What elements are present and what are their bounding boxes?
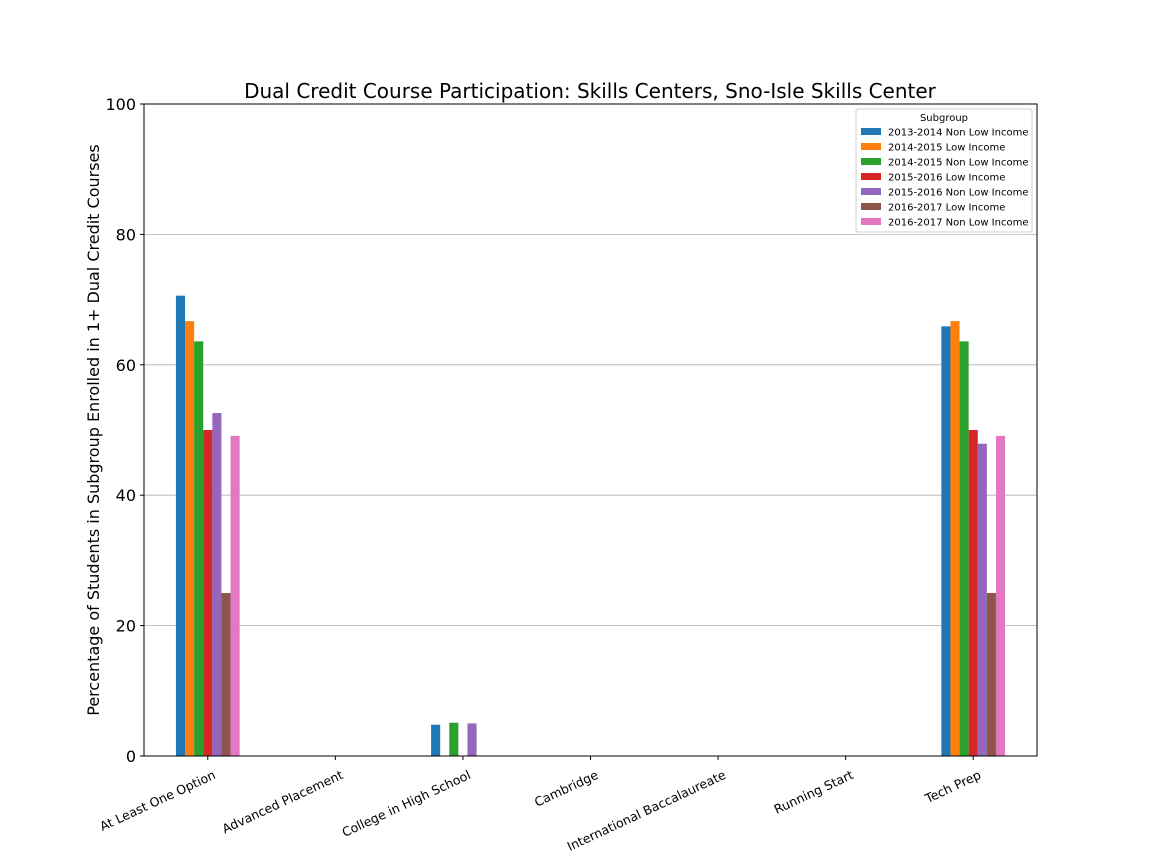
- bar: [185, 321, 195, 756]
- y-axis-ticks: 0 20 40 60 80 100: [105, 95, 144, 766]
- bar: [212, 413, 222, 756]
- legend-swatch: [861, 188, 881, 195]
- legend-items: 2013-2014 Non Low Income 2014-2015 Low In…: [861, 128, 1028, 229]
- legend-label: 2015-2016 Low Income: [888, 173, 1005, 184]
- legend-label: 2016-2017 Non Low Income: [888, 218, 1028, 229]
- bar: [230, 435, 240, 756]
- legend: Subgroup 2013-2014 Non Low Income 2014-20…: [855, 108, 1033, 233]
- x-tick-label: Advanced Placement: [220, 767, 346, 836]
- bar: [221, 593, 231, 756]
- legend-label: 2013-2014 Non Low Income: [888, 128, 1028, 139]
- legend-label: 2014-2015 Low Income: [888, 143, 1005, 154]
- bar: [941, 326, 951, 756]
- y-axis-label: Percentage of Students in Subgroup Enrol…: [84, 144, 103, 715]
- bar: [950, 321, 960, 756]
- legend-swatch: [861, 128, 881, 135]
- bar: [194, 341, 204, 756]
- bar: [995, 435, 1006, 756]
- y-tick-label: 80: [116, 225, 136, 244]
- y-tick-label: 100: [105, 95, 136, 114]
- x-tick-label: At Least One Option: [97, 767, 217, 834]
- bar: [449, 722, 459, 756]
- x-tick-label: Cambridge: [532, 767, 601, 810]
- legend-box: [855, 108, 1033, 233]
- bar: [959, 341, 969, 756]
- y-tick-label: 60: [116, 356, 136, 375]
- legend-swatch: [861, 143, 881, 150]
- bar: [986, 593, 996, 756]
- legend-label: 2016-2017 Low Income: [888, 203, 1005, 214]
- legend-swatch: [861, 218, 881, 225]
- legend-label: 2015-2016 Non Low Income: [888, 188, 1028, 199]
- x-tick-label: College in High School: [340, 767, 473, 840]
- bar: [968, 430, 978, 756]
- x-tick-label: Tech Prep: [922, 767, 983, 806]
- y-gridlines: [144, 233, 1037, 626]
- x-tick-label: Running Start: [772, 767, 856, 817]
- bar: [467, 723, 477, 756]
- legend-label: 2014-2015 Non Low Income: [888, 158, 1028, 169]
- bar: [977, 443, 987, 756]
- y-tick-label: 20: [116, 617, 136, 636]
- y-tick-label: 40: [116, 486, 136, 505]
- legend-swatch: [861, 158, 881, 165]
- bar: [175, 295, 186, 756]
- y-tick-label: 0: [126, 747, 136, 766]
- legend-swatch: [861, 203, 881, 210]
- chart-title: Dual Credit Course Participation: Skills…: [244, 79, 937, 103]
- legend-title: Subgroup: [920, 113, 968, 124]
- bar: [203, 430, 213, 756]
- bar: [431, 724, 441, 756]
- bars: [175, 295, 1006, 756]
- x-axis-ticks: At Least One Option Advanced PlacementCol…: [97, 756, 983, 854]
- legend-swatch: [861, 173, 881, 180]
